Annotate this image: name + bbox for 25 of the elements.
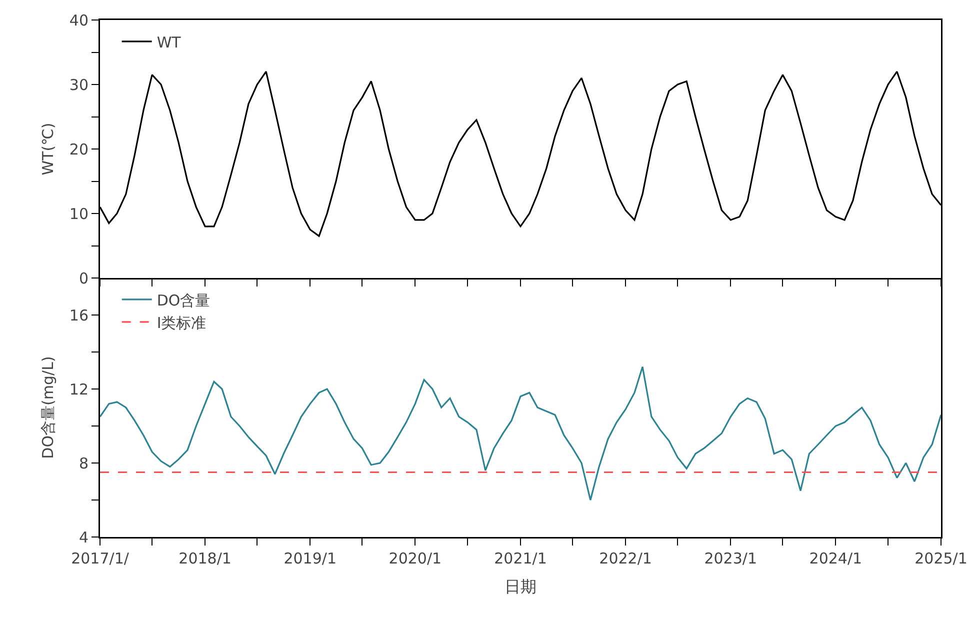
y-tick-label: 10 <box>69 204 88 223</box>
legend-label: Ⅰ类标准 <box>156 314 206 332</box>
x-tick-label: 2019/1 <box>284 550 336 568</box>
x-tick-label: 2025/1 <box>914 550 968 568</box>
y-tick-label: 4 <box>78 528 88 546</box>
x-tick-label: 2024/1 <box>809 550 862 568</box>
y-tick-label: 40 <box>69 11 88 30</box>
legend-label: WT <box>156 33 182 52</box>
y-tick-label: 16 <box>69 306 88 324</box>
legend-label: DO含量 <box>156 291 210 310</box>
x-tick-label: 2022/1 <box>599 550 652 568</box>
x-tick-label: 2023/1 <box>704 550 757 568</box>
y-tick-label: 12 <box>69 380 88 398</box>
x-axis-title: 日期 <box>504 576 536 596</box>
y-tick-label: 30 <box>69 76 88 94</box>
y-axis-title: WT(℃) <box>38 122 57 176</box>
x-tick-label: 2021/1 <box>494 550 547 568</box>
y-tick-label: 20 <box>69 140 88 158</box>
y-axis-title: DO含量(mg/L) <box>38 356 57 459</box>
y-tick-label: 8 <box>78 454 88 472</box>
line-series <box>100 366 941 501</box>
x-tick-label: 2020/1 <box>388 550 442 568</box>
y-tick-label: 0 <box>78 269 88 288</box>
x-tick-label: 2018/1 <box>178 550 232 568</box>
x-tick-label: 2017/1/ <box>71 550 130 568</box>
